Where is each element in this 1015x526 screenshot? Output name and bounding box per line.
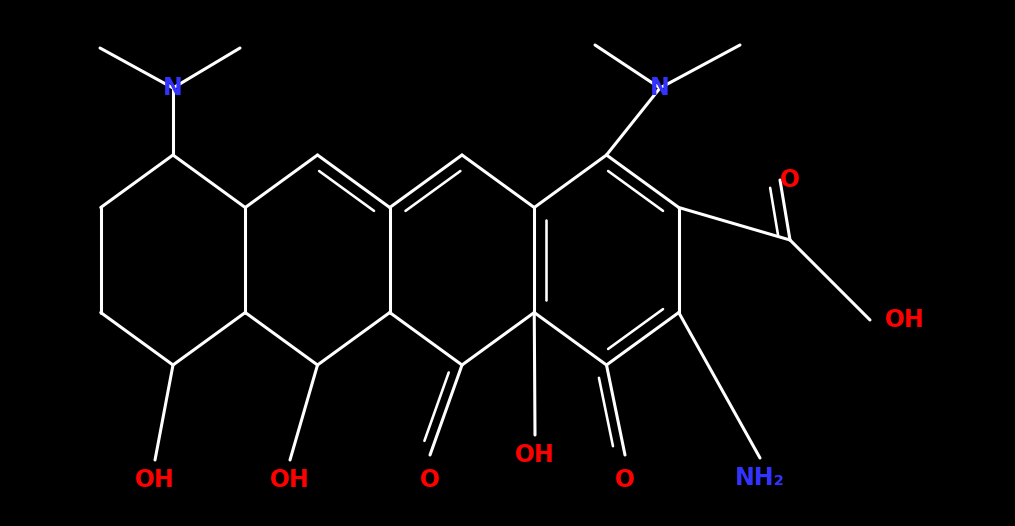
Text: N: N — [163, 76, 183, 100]
Text: O: O — [615, 468, 635, 492]
Text: O: O — [780, 168, 800, 192]
Text: N: N — [651, 76, 670, 100]
Text: OH: OH — [885, 308, 925, 332]
Text: NH₂: NH₂ — [735, 466, 785, 490]
Text: OH: OH — [270, 468, 310, 492]
Text: OH: OH — [515, 443, 555, 467]
Text: O: O — [420, 468, 441, 492]
Text: OH: OH — [135, 468, 175, 492]
